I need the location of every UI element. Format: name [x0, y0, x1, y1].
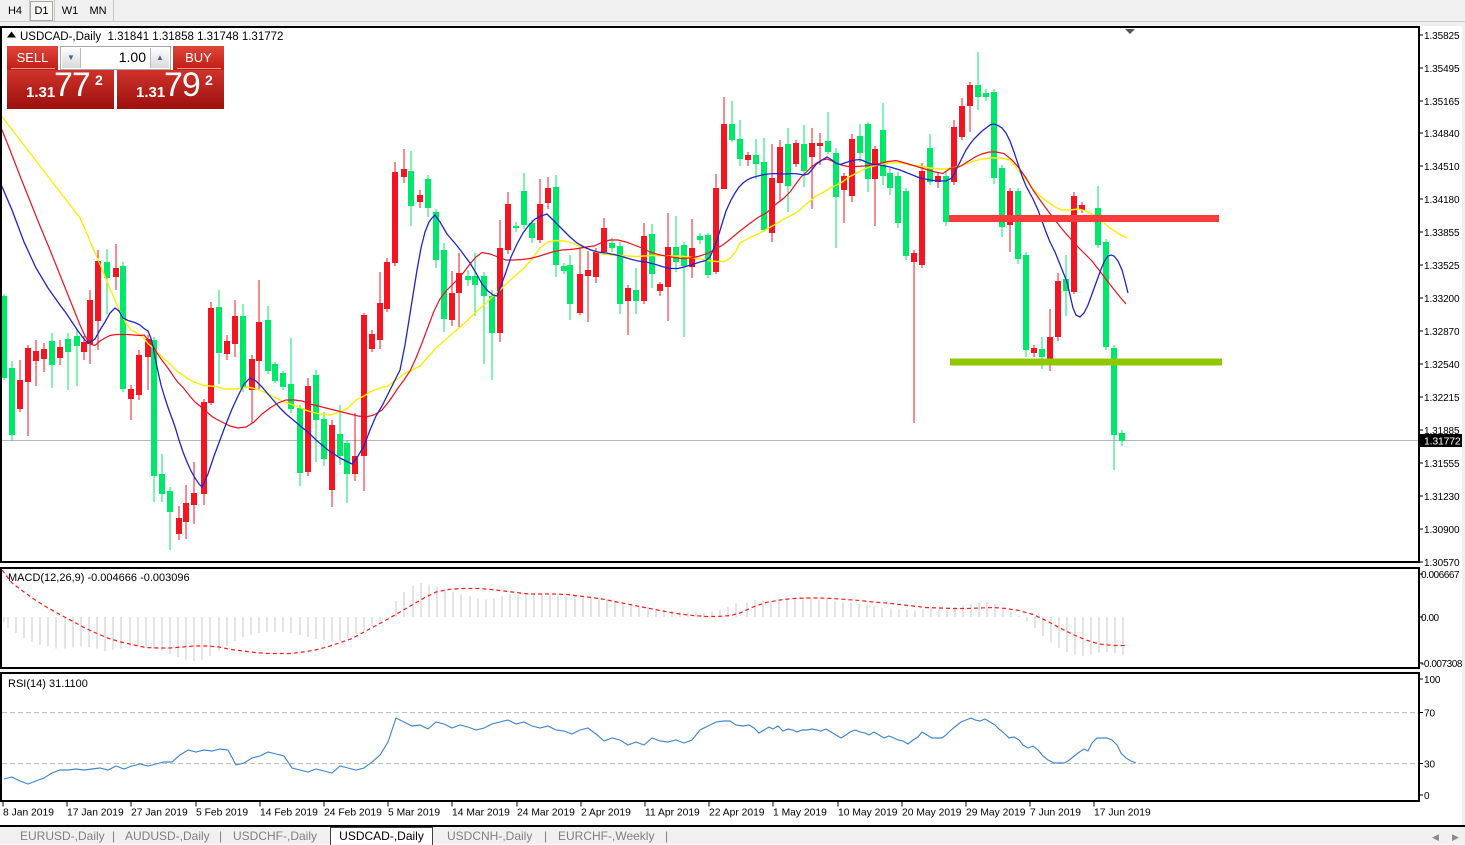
- svg-text:1.35495: 1.35495: [1424, 64, 1460, 75]
- svg-text:2 Apr 2019: 2 Apr 2019: [581, 808, 631, 819]
- svg-text:8 Jan 2019: 8 Jan 2019: [3, 808, 54, 819]
- svg-text:22 Apr 2019: 22 Apr 2019: [709, 808, 765, 819]
- svg-text:30: 30: [1424, 760, 1435, 771]
- svg-text:1.31772: 1.31772: [1424, 436, 1461, 448]
- svg-text:14 Mar 2019: 14 Mar 2019: [452, 808, 510, 819]
- svg-text:1.31885: 1.31885: [1424, 426, 1460, 437]
- svg-text:0.00: 0.00: [1421, 613, 1440, 624]
- svg-text:1.31230: 1.31230: [1424, 492, 1460, 503]
- svg-text:1.33200: 1.33200: [1424, 294, 1460, 305]
- svg-text:RSI(14) 31.1100: RSI(14) 31.1100: [8, 678, 88, 690]
- svg-text:0: 0: [1424, 791, 1430, 802]
- svg-text:1.34840: 1.34840: [1424, 129, 1460, 140]
- svg-text:24 Feb 2019: 24 Feb 2019: [324, 808, 382, 819]
- svg-text:20 May 2019: 20 May 2019: [902, 808, 962, 819]
- svg-text:1.33525: 1.33525: [1424, 261, 1460, 272]
- svg-text:24 Mar 2019: 24 Mar 2019: [517, 808, 575, 819]
- svg-text:1.35165: 1.35165: [1424, 97, 1460, 108]
- svg-text:5 Mar 2019: 5 Mar 2019: [388, 808, 440, 819]
- svg-text:1.31555: 1.31555: [1424, 459, 1460, 470]
- svg-text:0.006667: 0.006667: [1421, 570, 1460, 581]
- svg-text:MACD(12,26,9) -0.004666 -0.003: MACD(12,26,9) -0.004666 -0.003096: [8, 572, 190, 584]
- svg-text:1.32540: 1.32540: [1424, 360, 1460, 371]
- svg-text:1.30900: 1.30900: [1424, 525, 1460, 536]
- svg-text:17 Jan 2019: 17 Jan 2019: [67, 808, 124, 819]
- svg-text:29 May 2019: 29 May 2019: [966, 808, 1026, 819]
- svg-text:5 Feb 2019: 5 Feb 2019: [196, 808, 248, 819]
- svg-text:1.30570: 1.30570: [1424, 558, 1460, 569]
- svg-text:1.34180: 1.34180: [1424, 195, 1460, 206]
- svg-text:17 Jun 2019: 17 Jun 2019: [1094, 808, 1151, 819]
- svg-text:-0.007308: -0.007308: [1421, 659, 1463, 670]
- svg-text:1.32215: 1.32215: [1424, 393, 1460, 404]
- svg-text:USDCAD-,Daily 1.31841 1.31858: USDCAD-,Daily 1.31841 1.31858 1.31748 1.…: [20, 31, 283, 43]
- svg-text:1 May 2019: 1 May 2019: [773, 808, 827, 819]
- svg-text:27 Jan 2019: 27 Jan 2019: [131, 808, 188, 819]
- svg-text:70: 70: [1424, 709, 1435, 720]
- svg-text:10 May 2019: 10 May 2019: [838, 808, 898, 819]
- svg-text:1.33855: 1.33855: [1424, 228, 1460, 239]
- svg-text:1.34510: 1.34510: [1424, 162, 1460, 173]
- svg-text:14 Feb 2019: 14 Feb 2019: [260, 808, 318, 819]
- svg-text:11 Apr 2019: 11 Apr 2019: [645, 808, 700, 819]
- svg-text:1.35825: 1.35825: [1424, 31, 1460, 42]
- svg-text:100: 100: [1424, 675, 1441, 686]
- svg-text:1.32870: 1.32870: [1424, 327, 1460, 338]
- svg-text:7 Jun 2019: 7 Jun 2019: [1030, 808, 1081, 819]
